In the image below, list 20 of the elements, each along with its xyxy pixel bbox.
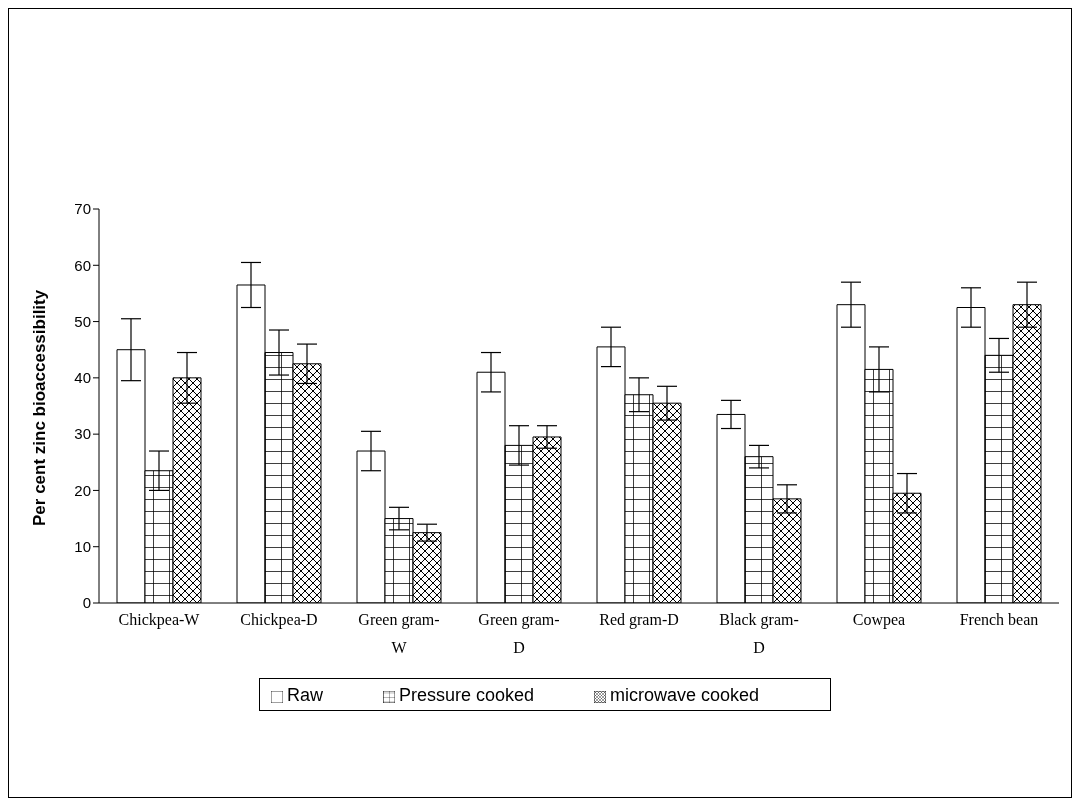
x-tick-label: Green gram-W [358,611,440,656]
x-tick-label: French bean [959,611,1039,628]
legend-label: microwave cooked [610,685,760,705]
y-tick-label: 60 [74,256,91,274]
y-tick-label: 70 [74,200,91,218]
y-tick-label: 30 [74,425,91,443]
y-tick-label: 20 [74,481,91,499]
y-tick-label: 50 [74,312,91,330]
x-tick-label: Cowpea [852,611,906,629]
y-tick-label: 0 [82,594,91,612]
y-axis-title: Per cent zinc bioaccessibility [30,289,50,526]
x-tick-label: Green gram-D [478,611,560,656]
legend-label: Pressure cooked [398,685,535,705]
x-tick-label: Chickpea-D [240,611,318,629]
y-tick-label: 10 [74,538,91,556]
x-tick-label: Chickpea-W [118,611,201,629]
x-tick-label: Black gram-D [719,611,799,656]
legend-label: Raw [286,685,323,705]
x-tick-label: Red gram-D [599,611,679,629]
y-tick-label: 40 [74,369,91,387]
